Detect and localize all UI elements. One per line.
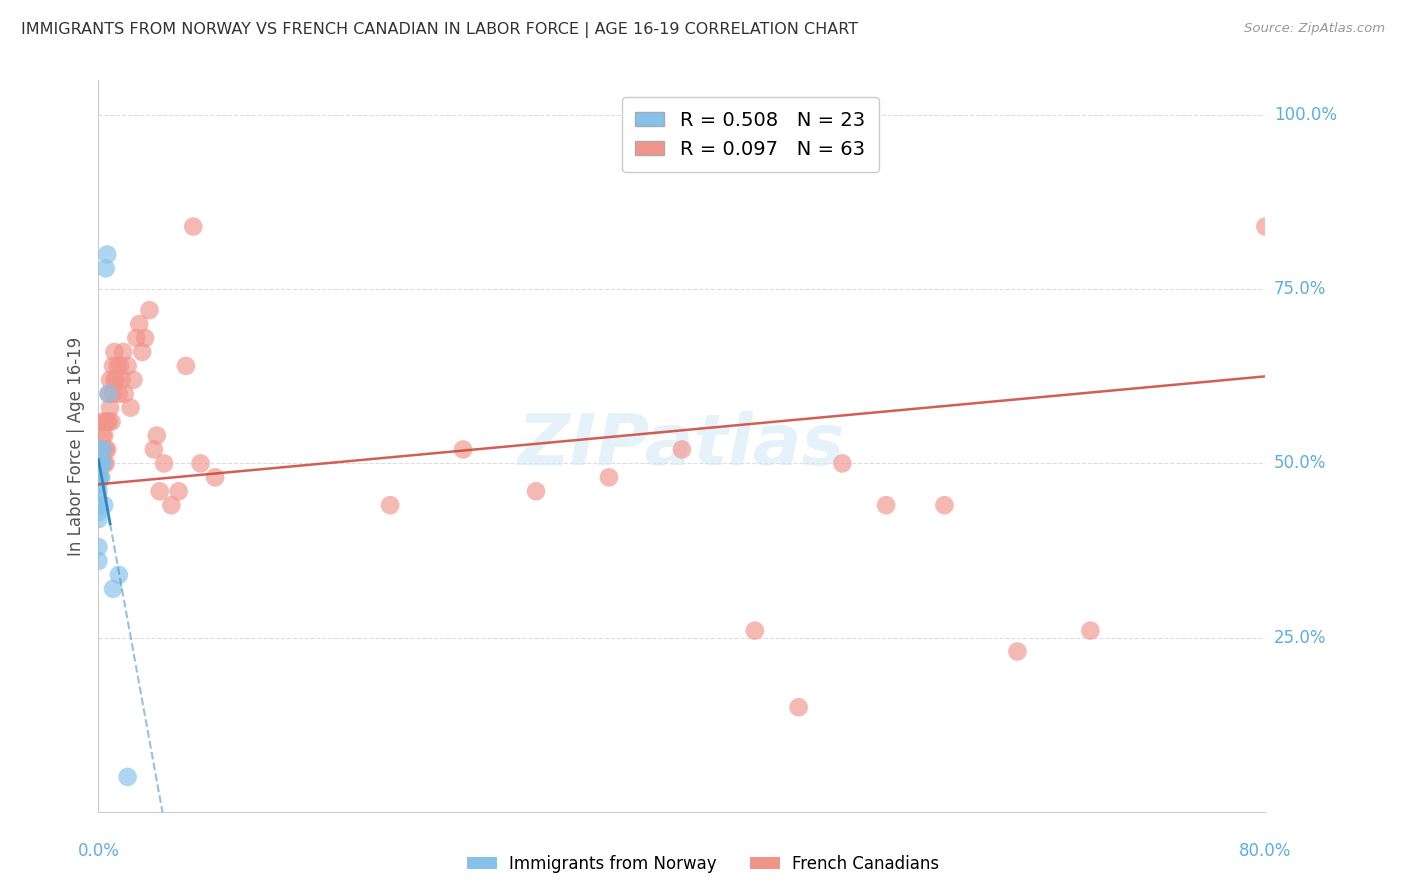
Point [87,540,110,554]
Point [174,359,197,373]
Point [146,428,169,442]
Point [94,261,117,276]
Point [598,470,620,484]
Text: 25.0%: 25.0% [1274,629,1326,647]
Point [128,317,150,331]
Point [94,415,117,429]
Point [110,359,132,373]
Point [671,442,693,457]
Point [204,470,226,484]
Point [91,442,114,457]
Point [89,470,111,484]
Point [1007,644,1029,658]
Text: 80.0%: 80.0% [1239,842,1292,860]
Text: 75.0%: 75.0% [1274,280,1326,298]
Point [787,700,810,714]
Point [108,386,131,401]
Point [117,770,139,784]
Point [94,457,117,471]
Point [153,457,176,471]
Point [104,373,127,387]
Point [744,624,766,638]
Point [114,386,136,401]
Point [87,477,110,491]
Point [131,345,153,359]
Point [380,498,402,512]
Point [101,359,124,373]
Point [149,484,172,499]
Point [87,442,110,457]
Point [190,457,212,471]
Point [831,457,853,471]
Point [122,373,145,387]
Point [87,498,110,512]
Point [125,331,148,345]
Point [87,470,110,484]
Point [87,505,110,519]
Point [103,373,125,387]
Point [91,428,114,442]
Point [91,442,114,457]
Point [134,331,156,345]
Point [934,498,956,512]
Point [167,484,190,499]
Point [87,512,110,526]
Point [112,345,135,359]
Point [1254,219,1277,234]
Point [138,303,160,318]
Point [90,442,112,457]
Point [96,247,118,261]
Text: Source: ZipAtlas.com: Source: ZipAtlas.com [1244,22,1385,36]
Y-axis label: In Labor Force | Age 16-19: In Labor Force | Age 16-19 [66,336,84,556]
Point [89,470,111,484]
Point [108,567,131,582]
Point [100,415,122,429]
Point [96,415,118,429]
Point [93,498,115,512]
Point [97,415,120,429]
Point [87,470,110,484]
Legend: Immigrants from Norway, French Canadians: Immigrants from Norway, French Canadians [461,848,945,880]
Point [96,442,118,457]
Legend: R = 0.508   N = 23, R = 0.097   N = 63: R = 0.508 N = 23, R = 0.097 N = 63 [621,97,879,172]
Point [90,457,112,471]
Point [524,484,547,499]
Point [142,442,165,457]
Point [875,498,897,512]
Point [93,457,115,471]
Point [93,428,115,442]
Point [160,498,183,512]
Point [89,442,111,457]
Point [89,442,111,457]
Point [87,484,110,499]
Point [103,345,125,359]
Point [87,491,110,506]
Point [120,401,142,415]
Text: ZIPatlas: ZIPatlas [519,411,845,481]
Point [451,442,474,457]
Point [181,219,204,234]
Point [97,386,120,401]
Point [101,582,124,596]
Point [111,373,134,387]
Point [101,386,124,401]
Text: 0.0%: 0.0% [77,842,120,860]
Point [89,457,111,471]
Point [97,386,120,401]
Point [94,442,117,457]
Point [90,470,112,484]
Point [1080,624,1102,638]
Text: 100.0%: 100.0% [1274,106,1337,124]
Point [98,373,121,387]
Point [87,554,110,568]
Point [91,457,114,471]
Text: 50.0%: 50.0% [1274,454,1326,473]
Point [90,457,112,471]
Point [91,415,114,429]
Point [105,359,128,373]
Text: IMMIGRANTS FROM NORWAY VS FRENCH CANADIAN IN LABOR FORCE | AGE 16-19 CORRELATION: IMMIGRANTS FROM NORWAY VS FRENCH CANADIA… [21,22,858,38]
Point [117,359,139,373]
Point [98,401,121,415]
